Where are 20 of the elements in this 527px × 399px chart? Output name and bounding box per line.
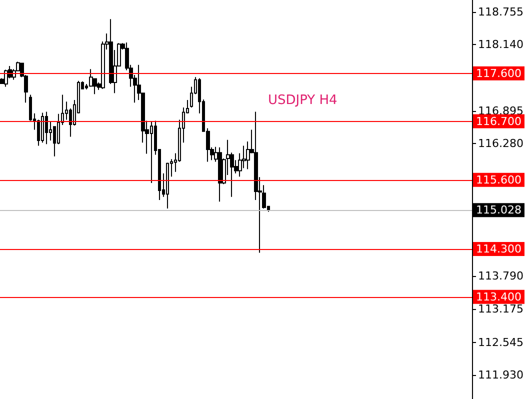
- ref-line-label: 114.300: [476, 242, 522, 256]
- ref-line-label: 113.400: [476, 290, 522, 304]
- y-tick-label: 113.175: [478, 302, 524, 316]
- candlestick: [4, 69, 8, 88]
- y-tick-label: 118.755: [478, 5, 524, 18]
- y-tick-label: 111.930: [478, 368, 524, 382]
- y-tick-label: 116.895: [478, 104, 524, 118]
- ref-line-label: 117.600: [476, 66, 522, 80]
- y-tick-label: 118.140: [478, 38, 524, 52]
- candlestick: [41, 112, 44, 144]
- candlestick: [166, 162, 169, 210]
- candlestick: [218, 146, 222, 202]
- ref-line-label: 116.700: [476, 114, 522, 128]
- y-tick-label: 113.790: [478, 270, 524, 283]
- text: USDJPY H4: [268, 93, 338, 108]
- candlestick: [45, 111, 48, 145]
- y-tick-label: 112.545: [478, 336, 524, 349]
- ref-line-label: 115.600: [476, 173, 522, 186]
- y-tick-label: 116.280: [478, 137, 524, 150]
- ref-line-label: 115.028: [476, 204, 522, 217]
